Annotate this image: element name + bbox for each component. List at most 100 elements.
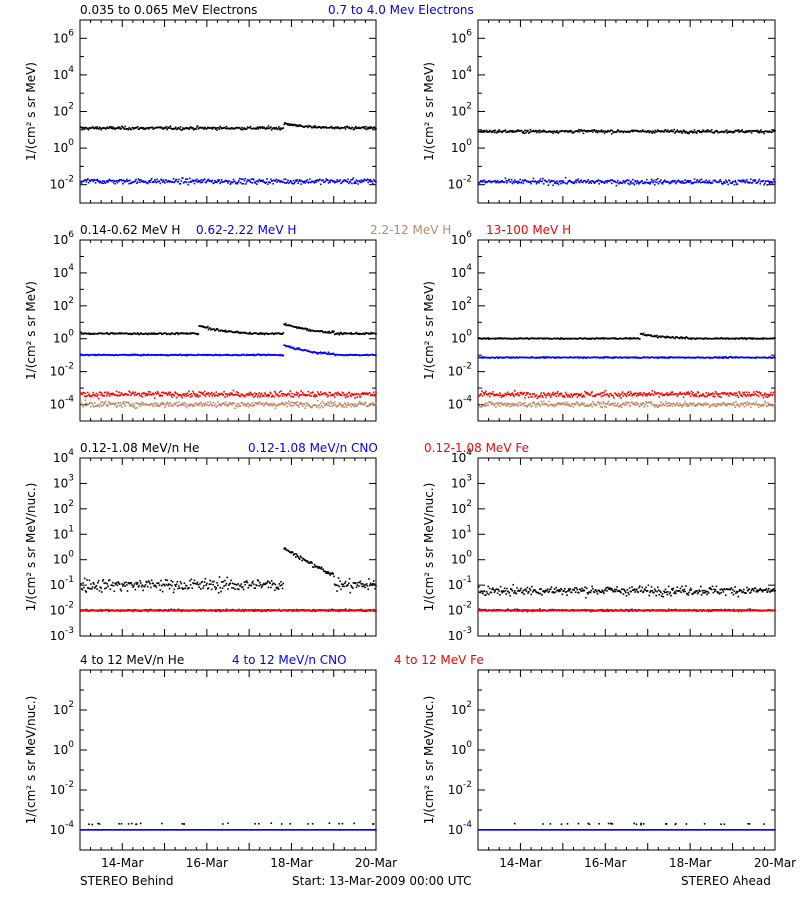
data-point [610,403,612,405]
data-point [748,131,750,133]
data-point [347,402,349,404]
data-point [697,391,700,394]
data-point [308,329,310,332]
data-point [134,180,137,182]
data-point [512,394,514,396]
data-point [536,357,539,359]
data-point [769,404,772,407]
data-point [241,126,243,129]
data-point [97,179,100,182]
data-point [284,393,287,396]
data-point [143,404,146,406]
data-point [259,180,262,182]
data-point [237,331,239,333]
data-point [685,180,688,183]
data-point [617,356,619,359]
data-point [693,393,696,396]
data-point [635,356,637,358]
data-point [211,395,214,397]
data-point [622,356,625,359]
data-point [596,403,598,406]
data-point [547,392,550,394]
data-point [348,391,351,394]
data-point [497,131,500,133]
data-point [521,130,523,132]
data-point [655,404,657,406]
data-point [663,131,665,133]
data-point [343,354,345,357]
data-point [88,179,91,182]
data-point [224,401,227,403]
data-point [350,332,352,334]
data-point [696,404,698,407]
data-point [690,130,693,132]
data-point [575,392,578,395]
data-point [214,395,216,397]
data-point [371,332,373,335]
data-point [555,182,557,185]
data-point [286,405,288,408]
data-point [372,391,375,393]
data-point [263,127,266,129]
data-point [586,356,589,358]
data-point [723,181,725,183]
data-point [495,406,497,408]
data-point [171,396,173,398]
data-point [689,402,692,405]
data-point [274,404,276,407]
data-point [216,129,218,131]
data-point [168,393,171,396]
data-point [669,182,672,185]
data-point [737,129,740,131]
data-point [196,125,199,127]
data-point [612,402,614,405]
data-point [311,180,313,183]
data-point [228,404,230,406]
data-point [697,337,700,340]
data-point [143,128,145,131]
data-point [322,179,324,181]
data-point [288,181,291,184]
data-point [266,178,268,180]
data-point [185,181,188,184]
data-point [316,353,319,355]
data-point [525,129,528,132]
data-point [319,178,321,181]
data-point [637,394,639,397]
data-point [484,391,486,394]
data-point [141,395,144,398]
data-point [176,392,179,395]
data-point [722,393,725,395]
data-point [324,392,327,394]
data-point [154,391,157,394]
data-point [82,405,84,408]
data-point [83,127,85,129]
data-point [586,131,589,133]
data-point [267,125,270,127]
data-point [620,404,622,406]
data-point [540,400,543,403]
y-tick-label: 103 [53,473,74,490]
data-point [99,403,102,405]
data-point [590,403,593,405]
data-point [611,394,614,397]
data-point [94,402,96,404]
data-point [111,179,114,182]
data-point [297,124,299,127]
data-point [709,181,711,184]
data-point [362,332,365,335]
data-point [95,354,98,356]
data-point [510,393,513,395]
data-point [685,357,687,359]
data-point [109,332,112,335]
data-point [102,404,105,406]
data-point [556,130,558,132]
data-point [603,130,605,133]
data-point [297,182,299,184]
data-point [333,180,335,182]
data-point [751,181,754,184]
data-point [285,395,288,397]
data-point [109,402,112,404]
data-point [565,401,568,403]
data-point [584,390,586,393]
